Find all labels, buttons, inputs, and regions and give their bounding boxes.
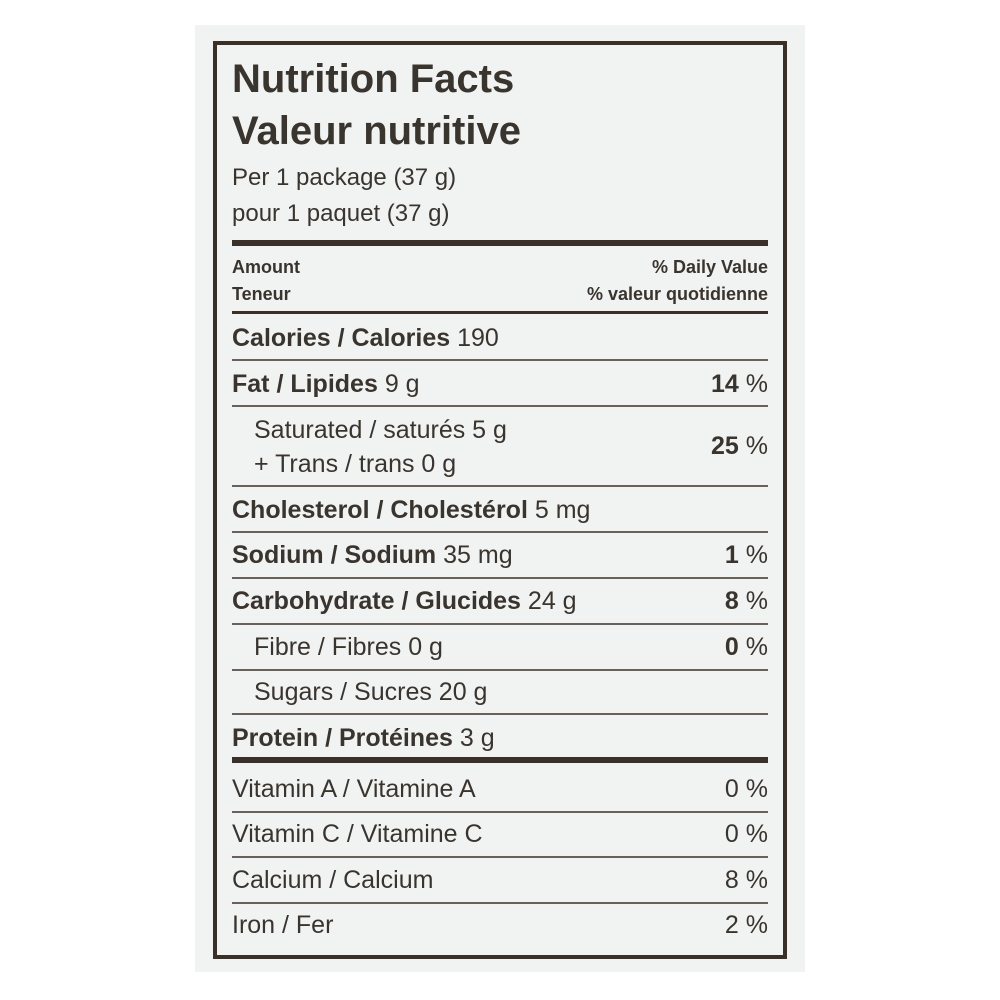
cholesterol-row: Cholesterol / Cholestérol 5 mg [232,496,591,524]
vitamin-a-row: Vitamin A / Vitamine A [232,775,476,803]
title-fr: Valeur nutritive [232,109,521,153]
divider [232,856,768,858]
divider [232,485,768,487]
title-en: Nutrition Facts [232,57,515,101]
sugars-row: Sugars / Sucres 20 g [254,678,488,706]
divider [232,577,768,579]
fat-dv: 14 % [711,370,768,398]
divider [232,531,768,533]
saturated-row: Saturated / saturés 5 g [254,416,507,444]
calcium-row: Calcium / Calcium [232,866,434,894]
vitamin-c-dv: 0 % [724,820,768,848]
divider [232,811,768,813]
dv-header-en: % Daily Value [651,257,768,277]
divider [232,669,768,671]
fibre-dv: 0 % [724,633,768,661]
sodium-row: Sodium / Sodium 35 mg [232,541,513,569]
trans-row: + Trans / trans 0 g [254,450,457,478]
fat-row: Fat / Lipides 9 g [232,370,420,398]
iron-dv: 2 % [724,911,768,939]
divider-thick [232,757,768,763]
amount-header-en: Amount [232,257,300,277]
sodium-dv: 1 % [724,541,768,569]
carbohydrate-row: Carbohydrate / Glucides 24 g [232,587,577,615]
divider [232,405,768,407]
iron-row: Iron / Fer [232,911,334,939]
serving-size-fr: pour 1 paquet (37 g) [232,200,450,227]
amount-header-fr: Teneur [232,284,291,304]
divider [232,902,768,904]
divider [232,359,768,361]
label-background [195,25,805,972]
dv-header-fr: % valeur quotidienne [586,284,768,304]
vitamin-a-dv: 0 % [724,775,768,803]
protein-row: Protein / Protéines 3 g [232,724,495,752]
divider-thick [232,240,768,246]
nutrition-facts-border [213,41,787,959]
fibre-row: Fibre / Fibres 0 g [254,633,443,661]
calories-row: Calories / Calories 190 [232,324,499,352]
divider [232,713,768,715]
divider [232,311,768,314]
carbohydrate-dv: 8 % [724,587,768,615]
divider [232,623,768,625]
saturated-trans-dv: 25 % [711,432,768,460]
serving-size-en: Per 1 package (37 g) [232,164,457,191]
calcium-dv: 8 % [724,866,768,894]
vitamin-c-row: Vitamin C / Vitamine C [232,820,483,848]
